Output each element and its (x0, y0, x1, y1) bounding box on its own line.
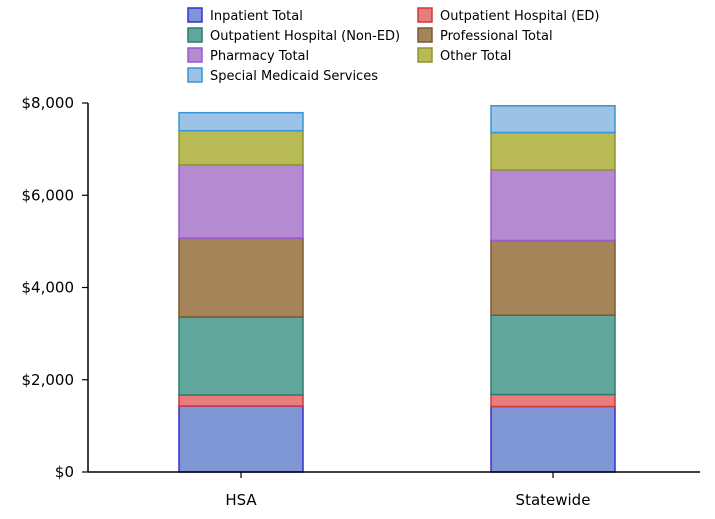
bar-segment-hsa-professional-total (178, 237, 304, 318)
y-tick-label: $8,000 (22, 94, 75, 112)
bar-segment-hsa-pharmacy-total (178, 164, 304, 239)
bar-segment-statewide-professional-total (490, 239, 616, 316)
x-tick-label: Statewide (516, 491, 591, 509)
y-tick-label: $6,000 (22, 186, 75, 204)
legend-swatch-outpatient-hospital-ed (417, 7, 433, 23)
axes: HSA Statewide $0 $2,000 $4,000 $6,000 $8,000 (22, 94, 700, 509)
legend-label-pharmacy-total: Pharmacy Total (210, 49, 309, 64)
bar-segment-statewide-special-medicaid-services (490, 105, 616, 134)
legend-label-professional-total: Professional Total (440, 29, 553, 44)
bar-segment-hsa-outpatient-hospital-non-ed (178, 316, 304, 396)
legend-swatch-inpatient-total (187, 7, 203, 23)
y-tick-label: $4,000 (22, 279, 75, 297)
legend: Inpatient Total Outpatient Hospital (ED) O… (187, 7, 600, 84)
legend-label-special-medicaid-services: Special Medicaid Services (210, 69, 378, 84)
bar-segment-hsa-outpatient-hospital-ed (178, 394, 304, 407)
legend-swatch-pharmacy-total (187, 47, 203, 63)
legend-swatch-other-total (417, 47, 433, 63)
bar-segment-statewide-inpatient-total (490, 405, 616, 473)
bar-segment-hsa-other-total (178, 129, 304, 166)
bar-segment-hsa-inpatient-total (178, 405, 304, 473)
legend-label-other-total: Other Total (440, 49, 511, 64)
legend-swatch-professional-total (417, 27, 433, 43)
bar-segment-statewide-outpatient-hospital-ed (490, 393, 616, 408)
bar-segment-statewide-other-total (490, 131, 616, 171)
y-tick-label: $0 (55, 463, 74, 481)
bar-segment-hsa-special-medicaid-services (178, 111, 304, 132)
x-tick-label: HSA (225, 491, 257, 509)
bars (178, 105, 616, 473)
bar-segment-statewide-outpatient-hospital-non-ed (490, 314, 616, 396)
bar-segment-statewide-pharmacy-total (490, 169, 616, 242)
legend-label-outpatient-hospital-ed: Outpatient Hospital (ED) (440, 9, 600, 24)
legend-label-outpatient-hospital-non-ed: Outpatient Hospital (Non-ED) (210, 29, 400, 44)
legend-label-inpatient-total: Inpatient Total (210, 9, 303, 24)
legend-swatch-outpatient-hospital-non-ed (187, 27, 203, 43)
y-tick-label: $2,000 (22, 371, 75, 389)
legend-swatch-special-medicaid-services (187, 67, 203, 83)
